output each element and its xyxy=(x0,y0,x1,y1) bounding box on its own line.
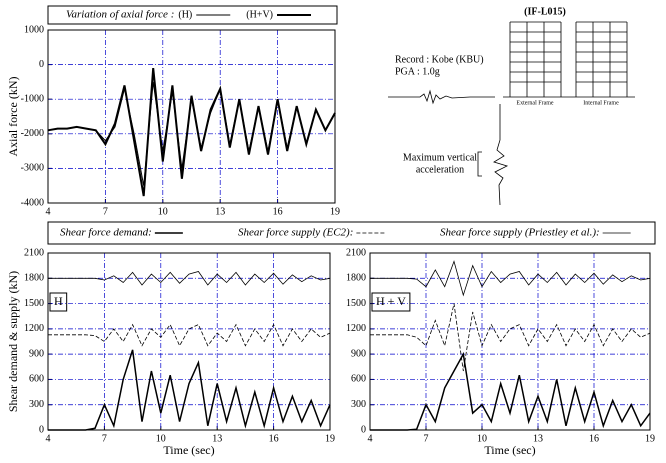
y-tick-label: 1800 xyxy=(24,273,44,284)
y-tick-label: 0 xyxy=(39,424,44,435)
legend-title: Variation of axial force : xyxy=(66,9,174,21)
x-tick-label: 7 xyxy=(102,433,107,444)
legend-label: Shear force supply (EC2): xyxy=(238,227,353,239)
panel-label-box xyxy=(371,292,411,312)
y-tick-label: -3000 xyxy=(21,163,44,174)
internal-frame-label: Internal Frame xyxy=(583,100,619,106)
plot-frame xyxy=(47,29,336,204)
y-tick-label: 1800 xyxy=(346,273,366,284)
frame-diagram: (IF-L015) External Frame Internal Frame xyxy=(503,6,635,106)
x-tick-label: 7 xyxy=(424,433,429,444)
y-axis-label: Axial force (kN) xyxy=(6,77,20,157)
x-tick-label: 13 xyxy=(533,433,543,444)
y-tick-label: 600 xyxy=(29,374,44,385)
y-axis-label: Shear demand & supply (kN) xyxy=(6,271,20,412)
y-tick-label: 1500 xyxy=(346,298,366,309)
vertical-label: acceleration xyxy=(416,164,464,175)
y-tick-label: 300 xyxy=(29,399,44,410)
y-tick-label: 0 xyxy=(39,59,44,70)
y-tick-label: -4000 xyxy=(21,197,44,208)
series-line xyxy=(370,260,651,297)
x-tick-label: 16 xyxy=(589,433,599,444)
legend-label: (H+V) xyxy=(246,9,273,20)
y-tick-label: 900 xyxy=(29,348,44,359)
x-tick-label: 13 xyxy=(215,206,225,217)
x-tick-label: 4 xyxy=(46,206,51,217)
x-tick-label: 4 xyxy=(368,433,373,444)
y-tick-label: 0 xyxy=(361,424,366,435)
legend-label: Shear force supply (Priestley et al.): xyxy=(440,227,600,239)
x-axis-label: Time (sec) xyxy=(484,443,535,457)
panel-label-box xyxy=(49,292,68,312)
x-tick-label: 19 xyxy=(325,433,335,444)
series-line xyxy=(48,349,331,431)
panel-label: H xyxy=(54,294,63,308)
y-tick-label: -1000 xyxy=(21,93,44,104)
x-axis-label: Time (sec) xyxy=(163,443,214,457)
y-tick-label: -2000 xyxy=(21,128,44,139)
bracket xyxy=(477,151,482,177)
series-line xyxy=(48,323,331,347)
y-tick-label: 2100 xyxy=(346,247,366,258)
y-tick-label: 300 xyxy=(351,399,366,410)
y-tick-label: 1200 xyxy=(346,323,366,334)
y-tick-label: 1200 xyxy=(24,323,44,334)
record-label: Record : Kobe (KBU) xyxy=(395,54,484,65)
horizontal-record xyxy=(388,89,495,105)
legend-box xyxy=(47,221,656,245)
plot-frame xyxy=(47,252,331,431)
x-tick-label: 10 xyxy=(156,433,166,444)
series-line xyxy=(370,303,651,372)
legend-label: Shear force demand: xyxy=(60,227,152,239)
y-tick-label: 1000 xyxy=(24,24,44,35)
plot-frame xyxy=(369,252,651,431)
legend-box xyxy=(47,5,338,25)
x-tick-label: 19 xyxy=(645,433,655,444)
x-tick-label: 13 xyxy=(212,433,222,444)
series-line xyxy=(370,351,651,431)
panel-label: H + V xyxy=(376,294,406,308)
frame-code: (IF-L015) xyxy=(524,6,566,17)
y-tick-label: 2100 xyxy=(24,247,44,258)
series-line xyxy=(47,67,336,197)
y-tick-label: 600 xyxy=(351,374,366,385)
vertical-label: Maximum vertical xyxy=(403,152,477,163)
x-tick-label: 19 xyxy=(330,206,340,217)
x-tick-label: 7 xyxy=(103,206,108,217)
x-tick-label: 10 xyxy=(158,206,168,217)
legend-label: (H) xyxy=(178,9,192,20)
y-tick-label: 1500 xyxy=(24,298,44,309)
external-frame-label: External Frame xyxy=(516,100,553,106)
y-tick-label: 900 xyxy=(351,348,366,359)
pga-label: PGA : 1.0g xyxy=(395,66,440,77)
x-tick-label: 16 xyxy=(269,433,279,444)
x-tick-label: 10 xyxy=(477,433,487,444)
x-tick-label: 4 xyxy=(46,433,51,444)
vertical-record xyxy=(493,104,509,206)
x-tick-label: 16 xyxy=(273,206,283,217)
series-line xyxy=(48,271,331,286)
